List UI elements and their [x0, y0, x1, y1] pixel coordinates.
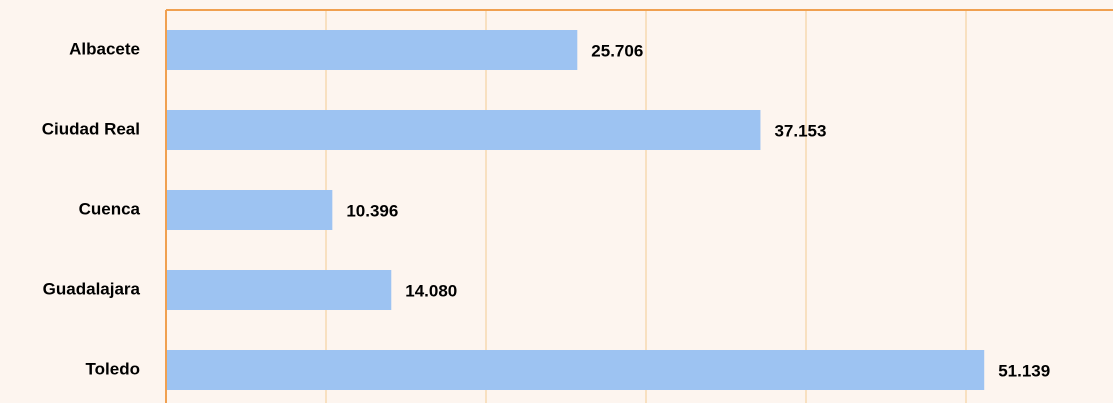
bar — [166, 110, 761, 150]
data-label: 37.153 — [774, 121, 826, 140]
y-tick-label: Guadalajara — [43, 279, 141, 298]
bar — [166, 350, 985, 390]
y-tick-label: Albacete — [69, 39, 140, 58]
y-tick-label: Cuenca — [79, 199, 141, 218]
data-label: 14.080 — [405, 281, 457, 300]
data-label: 10.396 — [346, 201, 398, 220]
data-label: 25.706 — [591, 41, 643, 60]
bar — [166, 270, 392, 310]
bar — [166, 30, 578, 70]
bar — [166, 190, 333, 230]
y-tick-label: Ciudad Real — [42, 119, 140, 138]
y-tick-label: Toledo — [86, 359, 140, 378]
data-label: 51.139 — [998, 361, 1050, 380]
